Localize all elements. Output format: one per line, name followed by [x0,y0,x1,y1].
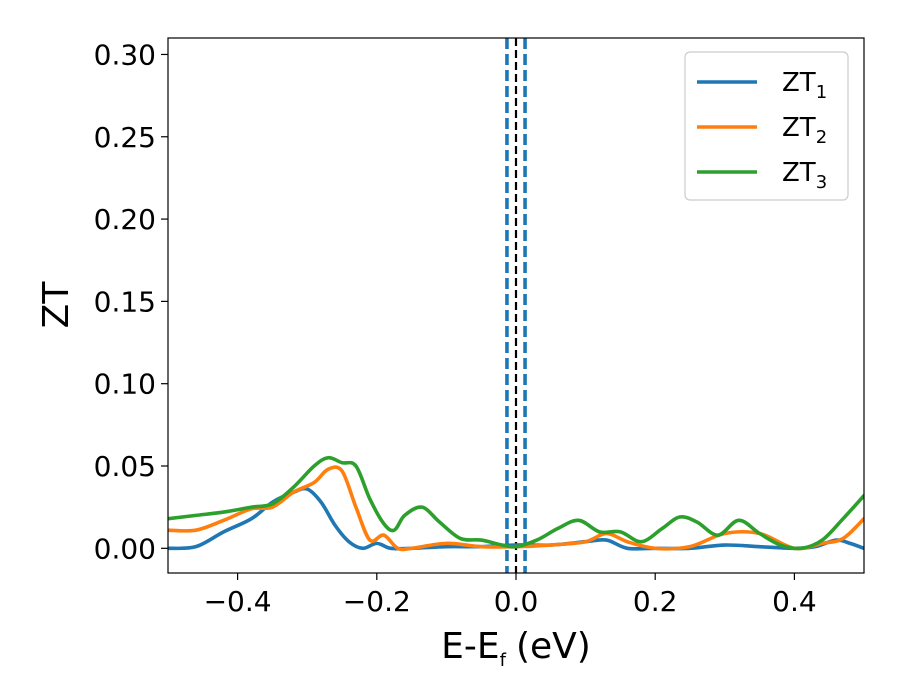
x-axis: −0.4 −0.2 0.0 0.2 0.4 [204,573,817,618]
y-tick-label: 0.05 [94,450,156,483]
legend-box [684,51,849,201]
x-axis-title: E-Ef (eV) [441,626,591,671]
x-tick-label: 0.4 [772,585,817,618]
x-tick-label: −0.2 [343,585,411,618]
y-axis: 0.00 0.05 0.10 0.15 0.20 0.25 0.30 [94,38,168,565]
legend-label-zt2: ZT2 [782,113,827,148]
series-layer [168,455,864,552]
vertical-reference-lines [505,38,527,573]
y-tick-label: 0.30 [94,38,156,71]
series-line-zt3 [168,455,864,551]
x-tick-label: 0.2 [633,585,678,618]
legend-label-zt3: ZT3 [782,158,827,193]
x-tick-label: −0.4 [204,585,272,618]
x-axis-label: E-E [441,626,499,667]
x-tick-label: 0.0 [494,585,539,618]
x-axis-unit: (eV) [516,626,591,667]
y-tick-label: 0.15 [94,285,156,318]
legend: ZT1 ZT2 ZT3 [684,51,849,201]
y-tick-label: 0.10 [94,368,156,401]
legend-label-zt1: ZT1 [782,68,827,103]
legend-entries: ZT1 ZT2 ZT3 [697,68,827,193]
y-tick-label: 0.25 [94,121,156,154]
series-line-zt2 [168,465,864,552]
x-axis-label-subscript: f [500,650,507,671]
y-tick-label: 0.20 [94,203,156,236]
y-tick-label: 0.00 [94,532,156,565]
y-axis-title: ZT [36,281,77,329]
